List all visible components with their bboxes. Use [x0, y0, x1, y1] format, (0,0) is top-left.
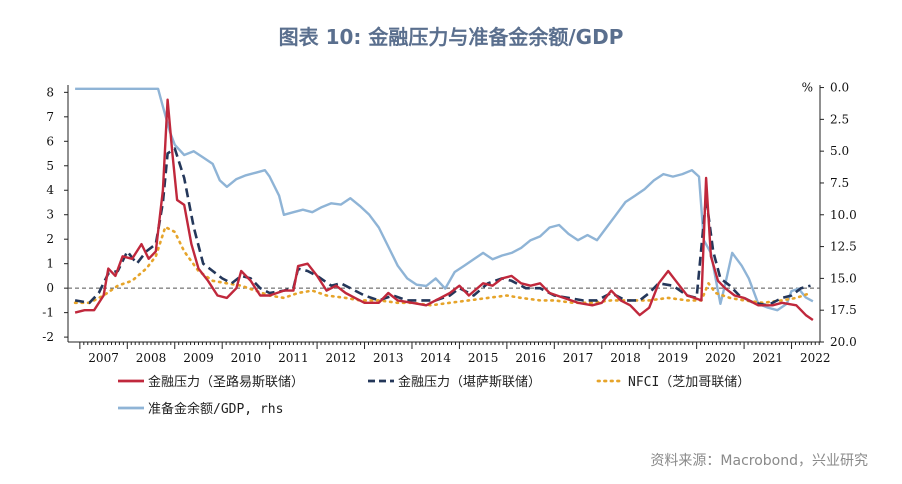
x-tick-label: 2014	[420, 351, 451, 365]
x-tick-label: 2008	[136, 351, 167, 365]
legend-label: 准备金余额/GDP, rhs	[148, 401, 283, 417]
series-group	[73, 87, 814, 321]
right-tick-label: 15.0	[830, 271, 857, 285]
x-tick-label: 2007	[88, 351, 119, 365]
left-tick-label: 6	[46, 134, 54, 148]
left-tick-label: 5	[46, 159, 54, 173]
axes: 8 7 6 5 4 3 2 1 0 -1 -2 0.0 2.5 5.0 7.5 10.0 12.5 15.0 17.…	[42, 81, 856, 365]
left-tick-label: -1	[42, 306, 54, 320]
right-tick-label: 10.0	[830, 208, 857, 222]
series-line-2	[73, 225, 812, 307]
right-tick-label: 17.5	[830, 303, 857, 317]
x-tick-label: 2018	[610, 351, 641, 365]
left-tick-label: 4	[46, 183, 54, 197]
left-tick-label: 2	[46, 232, 54, 246]
left-tick-label: 1	[46, 257, 54, 271]
left-tick-label: -2	[42, 330, 54, 344]
left-tick-label: 7	[46, 110, 54, 124]
left-tick-label: 8	[46, 85, 54, 99]
legend-label: 金融压力（堪萨斯联储）	[398, 374, 541, 390]
x-tick-label: 2011	[278, 351, 309, 365]
left-tick-label: 0	[46, 281, 54, 295]
x-tick-label: 2022	[800, 351, 831, 365]
x-tick-label: 2013	[373, 351, 404, 365]
source-note: 资料来源：Macrobond，兴业研究	[650, 453, 868, 469]
x-tick-label: 2021	[753, 351, 784, 365]
left-tick-label: 3	[46, 208, 54, 222]
x-tick-label: 2020	[705, 351, 736, 365]
series-line-0	[74, 98, 814, 321]
right-tick-label: 0.0	[830, 81, 849, 95]
x-tick-label: 2015	[468, 351, 499, 365]
legend-label: NFCI（芝加哥联储）	[628, 374, 750, 390]
right-tick-label: 20.0	[830, 335, 857, 349]
x-tick-label: 2019	[658, 351, 689, 365]
x-tick-label: 2009	[183, 351, 214, 365]
chart-title: 图表 10: 金融压力与准备金余额/GDP	[279, 25, 624, 49]
series-line-1	[74, 147, 811, 307]
x-tick-label: 2012	[326, 351, 357, 365]
legend-label: 金融压力（圣路易斯联储）	[148, 374, 304, 390]
legend: 金融压力（圣路易斯联储） 金融压力（堪萨斯联储） NFCI（芝加哥联储） 准备金余额/…	[118, 374, 750, 417]
right-tick-label: 12.5	[830, 240, 857, 254]
right-tick-label: 5.0	[830, 144, 849, 158]
x-tick-label: 2010	[231, 351, 262, 365]
right-tick-label: 7.5	[830, 176, 849, 190]
x-tick-label: 2017	[563, 351, 594, 365]
right-tick-label: 2.5	[830, 112, 849, 126]
right-axis-unit: %	[802, 81, 813, 95]
x-tick-label: 2016	[515, 351, 546, 365]
